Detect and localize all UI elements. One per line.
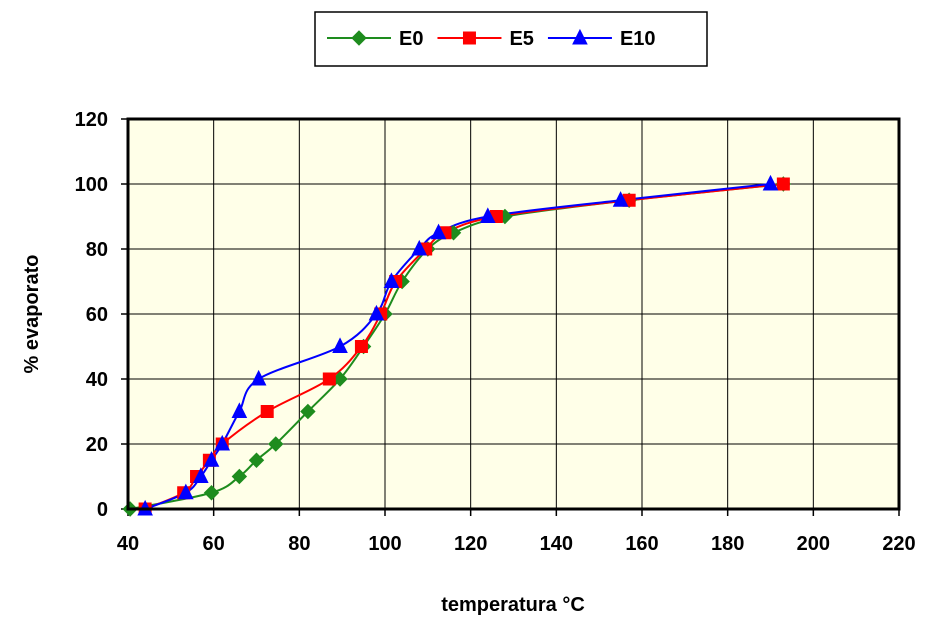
data-point-e10	[332, 337, 348, 353]
series-line-e10	[144, 183, 771, 510]
legend-marker-e5	[462, 31, 476, 45]
data-point-e10	[193, 467, 209, 483]
x-tick-label: 120	[454, 533, 487, 555]
y-tick-label: 100	[75, 174, 108, 196]
data-point-e10	[178, 483, 194, 500]
data-point-e5	[354, 340, 368, 353]
data-point-e0	[248, 452, 265, 468]
data-point-e0	[231, 468, 248, 485]
data-point-e10	[231, 402, 248, 418]
y-tick-label: 20	[86, 434, 108, 456]
y-tick-label: 40	[86, 369, 108, 391]
data-point-e10	[203, 451, 220, 467]
legend-label-e0: E0	[399, 28, 423, 50]
data-point-e10	[411, 239, 428, 256]
y-tick-label: 0	[97, 499, 108, 521]
x-tick-label: 220	[882, 533, 915, 555]
y-tick-label: 60	[86, 304, 108, 326]
y-tick-label: 80	[86, 239, 108, 261]
x-tick-label: 100	[368, 533, 401, 555]
data-point-e0	[203, 485, 220, 501]
data-point-e10	[214, 434, 231, 451]
x-tick-label: 80	[288, 533, 310, 555]
data-point-e0	[300, 403, 316, 420]
y-tick-label: 120	[75, 109, 108, 131]
data-point-e5	[260, 405, 274, 418]
legend-label-e10: E10	[620, 28, 656, 50]
series-lines	[129, 183, 784, 510]
data-point-e10	[368, 304, 385, 321]
legend-label-e5: E5	[509, 28, 533, 50]
x-tick-label: 180	[711, 533, 744, 555]
data-point-e10	[250, 369, 267, 386]
series-markers	[122, 174, 792, 517]
y-tick-labels: 0 20 40 60 80 100 120	[75, 109, 108, 521]
x-tick-label: 140	[540, 533, 573, 555]
data-point-e10	[612, 191, 629, 207]
data-point-e5	[322, 372, 336, 386]
legend: E0 E5 E10	[314, 11, 708, 67]
data-point-e10	[479, 207, 496, 223]
data-point-e10	[762, 174, 779, 191]
x-tick-label: 200	[797, 533, 830, 555]
x-tick-label: 40	[117, 533, 139, 555]
data-point-e10	[430, 223, 447, 240]
x-tick-labels: 40 60 80 100 120 140 160 180 200 220	[117, 533, 916, 555]
x-tick-label: 160	[625, 533, 658, 555]
data-point-e10	[383, 272, 400, 288]
data-point-e0	[268, 436, 284, 452]
legend-marker-e0	[351, 30, 367, 46]
x-tick-label: 60	[203, 533, 225, 555]
x-axis-title: temperatura °C	[441, 594, 585, 616]
series-line-e5	[144, 183, 784, 510]
legend-marker-e10	[572, 28, 588, 45]
plot-border	[126, 117, 901, 511]
y-axis-title: % evaporato	[21, 255, 43, 374]
data-point-e5	[776, 177, 790, 191]
